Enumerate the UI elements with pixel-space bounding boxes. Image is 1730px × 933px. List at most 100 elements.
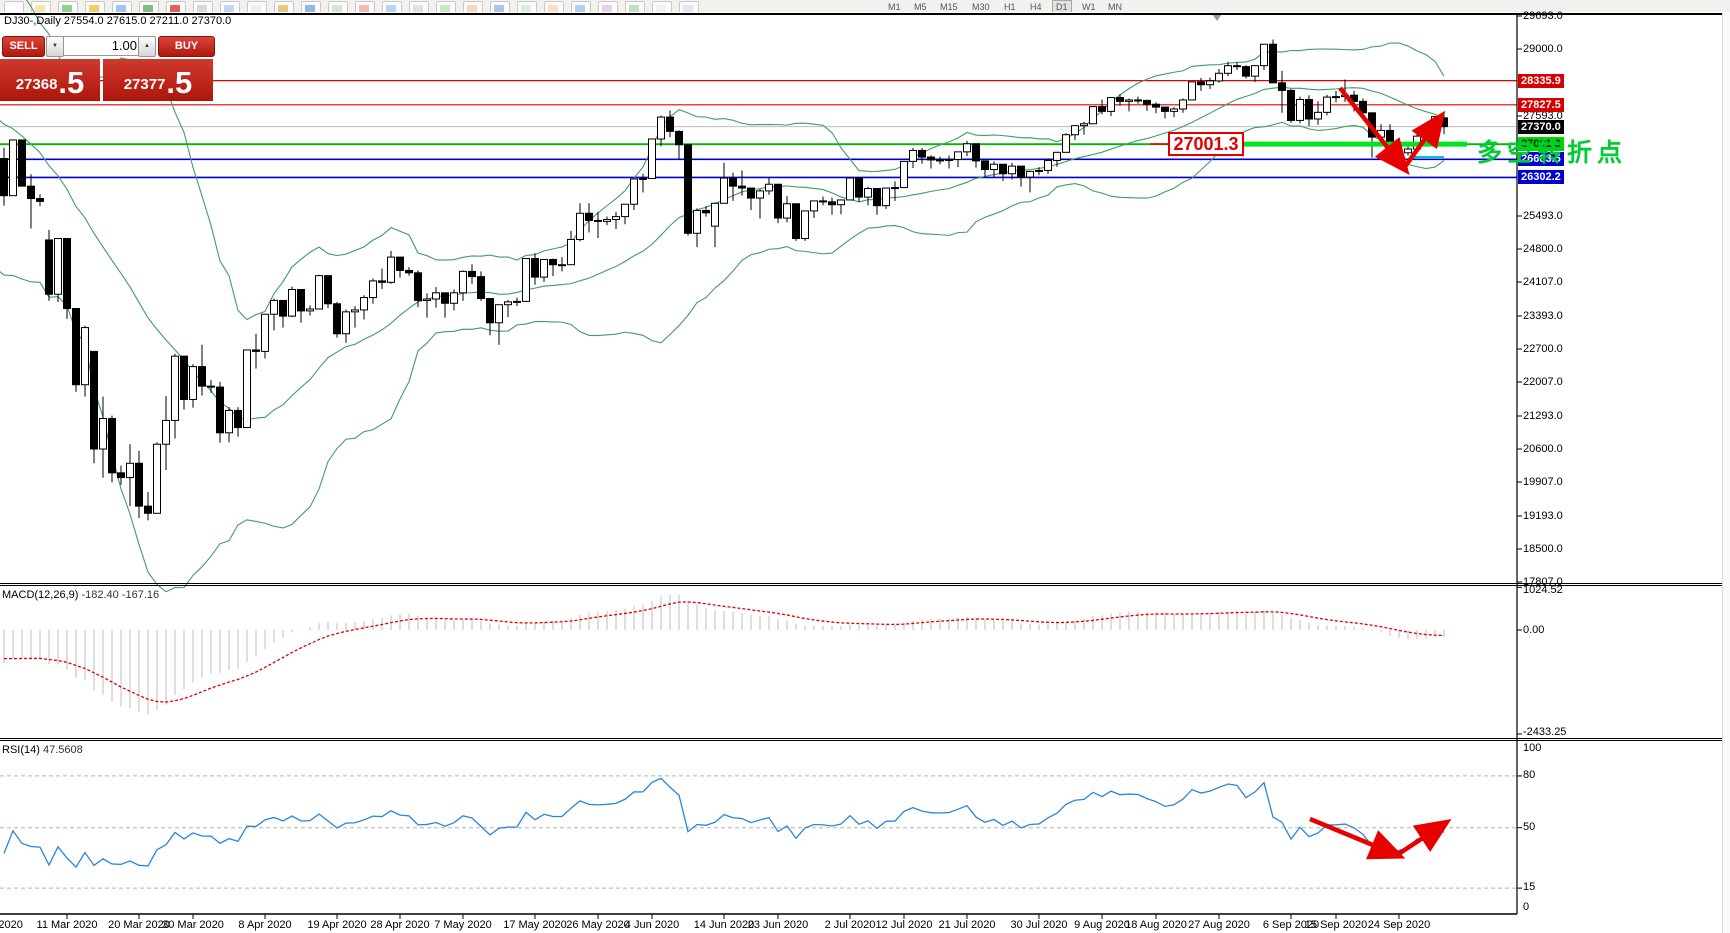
- candle-bear: [135, 462, 143, 507]
- macd-name: MACD(12,26,9): [2, 589, 79, 601]
- timeframe-button-d1[interactable]: D1: [1052, 0, 1072, 12]
- trend-arrow-main-2[interactable]: [1402, 110, 1446, 170]
- toolbar-icon[interactable]: [463, 1, 483, 12]
- timeframe-button-m1[interactable]: M1: [888, 2, 901, 12]
- macd-min-label: -2433.25: [1523, 726, 1567, 738]
- date-label: 8 Apr 2020: [238, 919, 292, 931]
- candle-bear: [1287, 89, 1295, 121]
- timeframe-button-m15[interactable]: M15: [940, 2, 958, 12]
- buy-price-button[interactable]: 27377 .5: [103, 59, 213, 101]
- candle-bear: [1305, 98, 1313, 120]
- candle-bull: [504, 301, 512, 306]
- candle-bull: [990, 163, 998, 170]
- chart-shift-marker[interactable]: [1212, 14, 1222, 21]
- toolbar-icon[interactable]: [58, 1, 78, 12]
- toolbar-icon[interactable]: [4, 1, 24, 12]
- toolbar-icon[interactable]: [166, 1, 186, 12]
- one-click-trade-panel: SELL ▼ 1.00 ▲ BUY 27368 .5 27377 .5: [0, 33, 216, 101]
- timeframe-button-h4[interactable]: H4: [1030, 2, 1042, 12]
- toolbar-icon[interactable]: [274, 1, 294, 12]
- candle-bear: [180, 355, 188, 400]
- toolbar-icon[interactable]: [436, 1, 456, 12]
- toolbar-icon[interactable]: [544, 1, 564, 12]
- date-label: 18 Aug 2020: [1125, 919, 1187, 931]
- candle-bear: [72, 308, 80, 386]
- candle-bear: [738, 185, 746, 189]
- candles-layer: [0, 39, 1448, 521]
- candle-bull: [351, 309, 359, 313]
- toolbar-icon[interactable]: [382, 1, 402, 12]
- candle-bull: [693, 209, 701, 234]
- toolbar-icon[interactable]: [220, 1, 240, 12]
- toolbar-icon-glyph: [35, 5, 45, 12]
- volume-up-button[interactable]: ▲: [138, 36, 156, 57]
- bollinger-lower: [0, 121, 1445, 593]
- candle-bull: [522, 258, 530, 302]
- candle-bear: [1116, 97, 1124, 102]
- volume-input[interactable]: 1.00: [63, 36, 142, 56]
- candle-bull: [1026, 170, 1034, 178]
- toolbar-icon[interactable]: [517, 1, 537, 12]
- price-annotation-box[interactable]: 27001.3: [1168, 132, 1244, 156]
- timeframe-button-h1[interactable]: H1: [1004, 2, 1016, 12]
- toolbar-icon[interactable]: [85, 1, 105, 12]
- toolbar-icon[interactable]: [193, 1, 213, 12]
- buy-button[interactable]: BUY: [158, 36, 215, 57]
- timeframe-button-m30[interactable]: M30: [972, 2, 990, 12]
- candle-bull: [54, 238, 62, 295]
- toolbar-icon[interactable]: [571, 1, 591, 12]
- timeframe-button-w1[interactable]: W1: [1082, 2, 1096, 12]
- trend-arrow-main-1[interactable]: [1338, 86, 1410, 176]
- date-label: 27 Aug 2020: [1188, 919, 1250, 931]
- toolbar-icon[interactable]: [625, 1, 645, 12]
- toolbar-icon[interactable]: [328, 1, 348, 12]
- candle-bull: [1332, 96, 1340, 99]
- toolbar-icon[interactable]: [409, 1, 429, 12]
- macd-panel[interactable]: [3, 594, 1445, 715]
- toolbar-icon[interactable]: [247, 1, 267, 12]
- toolbar-icon[interactable]: [355, 1, 375, 12]
- toolbar-icon[interactable]: [139, 1, 159, 12]
- price-tick-label: 22700.0: [1523, 343, 1563, 355]
- candle-bull: [270, 299, 278, 315]
- chart-frame: [0, 13, 1730, 919]
- candle-bear: [1359, 100, 1367, 114]
- toolbar-icon[interactable]: [112, 1, 132, 12]
- toolbar-icon[interactable]: [490, 1, 510, 12]
- candle-bull: [1089, 106, 1097, 125]
- sell-button[interactable]: SELL: [2, 36, 45, 57]
- indicator-panels[interactable]: [0, 594, 1517, 889]
- rsi-panel[interactable]: [0, 775, 1517, 889]
- candle-bull: [945, 158, 953, 161]
- toolbar-icon[interactable]: [598, 1, 618, 12]
- candle-bear: [477, 276, 485, 300]
- candle-bear: [855, 177, 863, 198]
- trend-arrow-rsi-1[interactable]: [1309, 816, 1406, 860]
- candle-bear: [774, 183, 782, 219]
- toolbar-icon[interactable]: [652, 1, 672, 12]
- candle-bear: [1143, 99, 1151, 105]
- date-label: 17 May 2020: [503, 919, 567, 931]
- volume-down-button[interactable]: ▼: [46, 36, 64, 57]
- candle-bear: [918, 149, 926, 158]
- turning-point-note[interactable]: 多空转折点: [1477, 139, 1628, 167]
- main-chart-area[interactable]: [0, 0, 1517, 593]
- candle-bull: [1323, 96, 1331, 113]
- timeframe-button-mn[interactable]: MN: [1108, 2, 1122, 12]
- price-tick-label: 19193.0: [1523, 510, 1563, 522]
- candle-bear: [198, 366, 206, 387]
- timeframe-button-m5[interactable]: M5: [914, 2, 927, 12]
- trend-arrow-rsi-2[interactable]: [1395, 819, 1452, 857]
- price-tick-label: 24107.0: [1523, 276, 1563, 288]
- candle-bull: [801, 210, 809, 240]
- toolbar-icon[interactable]: [301, 1, 321, 12]
- right-scroll-strip[interactable]: [1722, 13, 1730, 933]
- toolbar-icon[interactable]: [679, 1, 699, 12]
- candle-bear: [207, 385, 215, 388]
- candle-bull: [1206, 80, 1214, 86]
- candle-bull: [423, 298, 431, 301]
- sell-price-button[interactable]: 27368 .5: [0, 59, 100, 101]
- candle-bull: [576, 212, 584, 240]
- candle-bull: [171, 355, 179, 421]
